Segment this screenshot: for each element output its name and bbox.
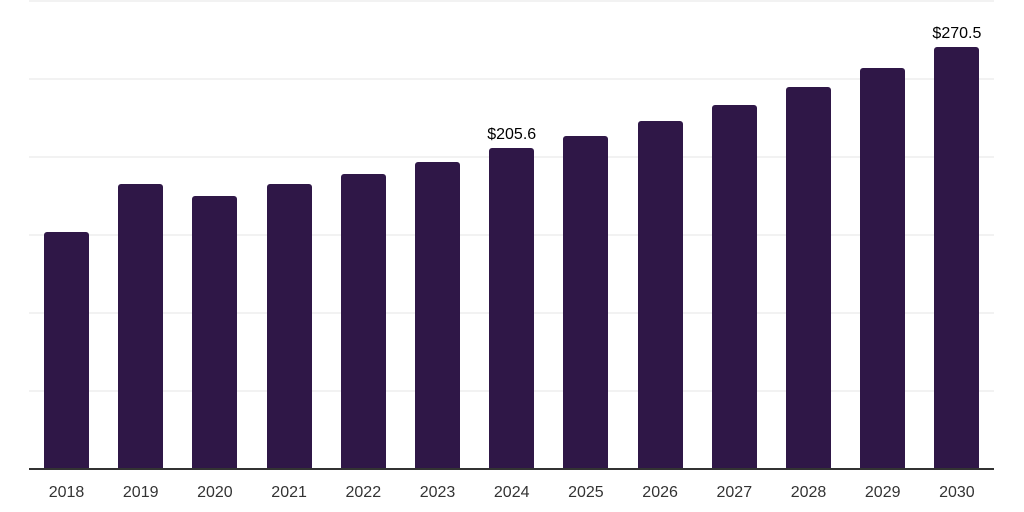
x-axis-line [29, 468, 994, 470]
x-tick-label: 2019 [122, 484, 159, 501]
x-tick-label: 2020 [197, 484, 233, 501]
bar-2018 [44, 232, 89, 469]
gridline [29, 78, 994, 80]
x-tick-label: 2028 [790, 484, 827, 501]
gridline [29, 0, 994, 2]
bar-2022 [340, 174, 386, 469]
bar-2019 [118, 184, 164, 469]
bar-2029 [860, 68, 906, 469]
bar-2030 [934, 47, 980, 469]
bar-2026 [637, 121, 683, 469]
x-tick-label: 2030 [939, 484, 975, 501]
bar-2027 [711, 105, 757, 469]
x-tick-label: 2022 [345, 484, 382, 501]
bar-2020 [192, 196, 238, 469]
bar-2021 [266, 184, 312, 469]
x-tick-label: 2023 [419, 484, 456, 501]
x-tick-label: 2025 [568, 484, 604, 501]
bar-value-label: $270.5 [932, 25, 982, 42]
x-tick-label: 2024 [493, 484, 530, 501]
x-tick-label: 2018 [48, 484, 85, 501]
x-tick-label: 2026 [642, 484, 678, 501]
x-tick-label: 2029 [864, 484, 901, 501]
bar-2024 [489, 148, 535, 469]
bar-2023 [415, 162, 460, 469]
bar-value-label: $205.6 [487, 126, 537, 143]
bar-2025 [563, 136, 609, 469]
x-tick-label: 2021 [271, 484, 307, 501]
bar-2028 [786, 87, 831, 469]
x-tick-label: 2027 [716, 484, 753, 501]
